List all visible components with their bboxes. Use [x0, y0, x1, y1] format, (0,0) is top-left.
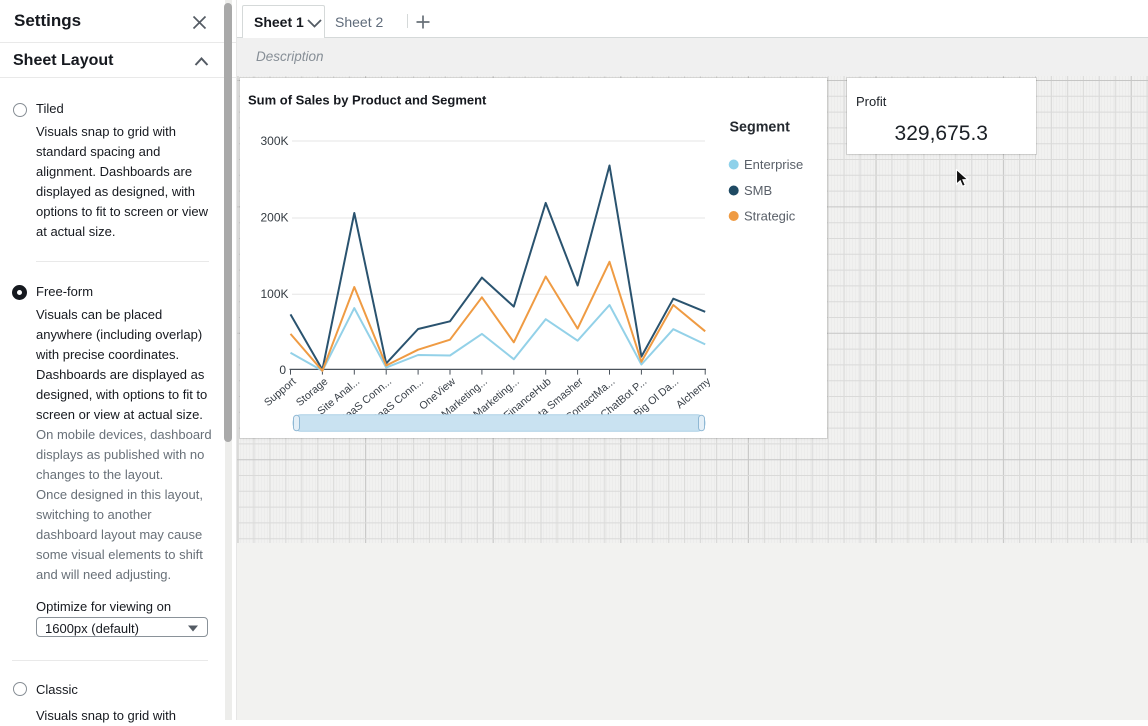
svg-text:0: 0	[279, 363, 286, 377]
svg-text:Alchemy: Alchemy	[674, 375, 714, 411]
svg-text:Strategic: Strategic	[744, 209, 796, 224]
svg-text:200K: 200K	[260, 210, 288, 224]
svg-text:Support: Support	[262, 376, 298, 409]
svg-text:SMB: SMB	[744, 183, 772, 198]
svg-text:Enterprise: Enterprise	[744, 157, 803, 172]
svg-text:100K: 100K	[260, 287, 288, 301]
svg-text:Sum of Sales by Product and Se: Sum of Sales by Product and Segment	[248, 93, 487, 108]
svg-text:Segment: Segment	[730, 120, 791, 136]
svg-text:300K: 300K	[260, 134, 288, 148]
